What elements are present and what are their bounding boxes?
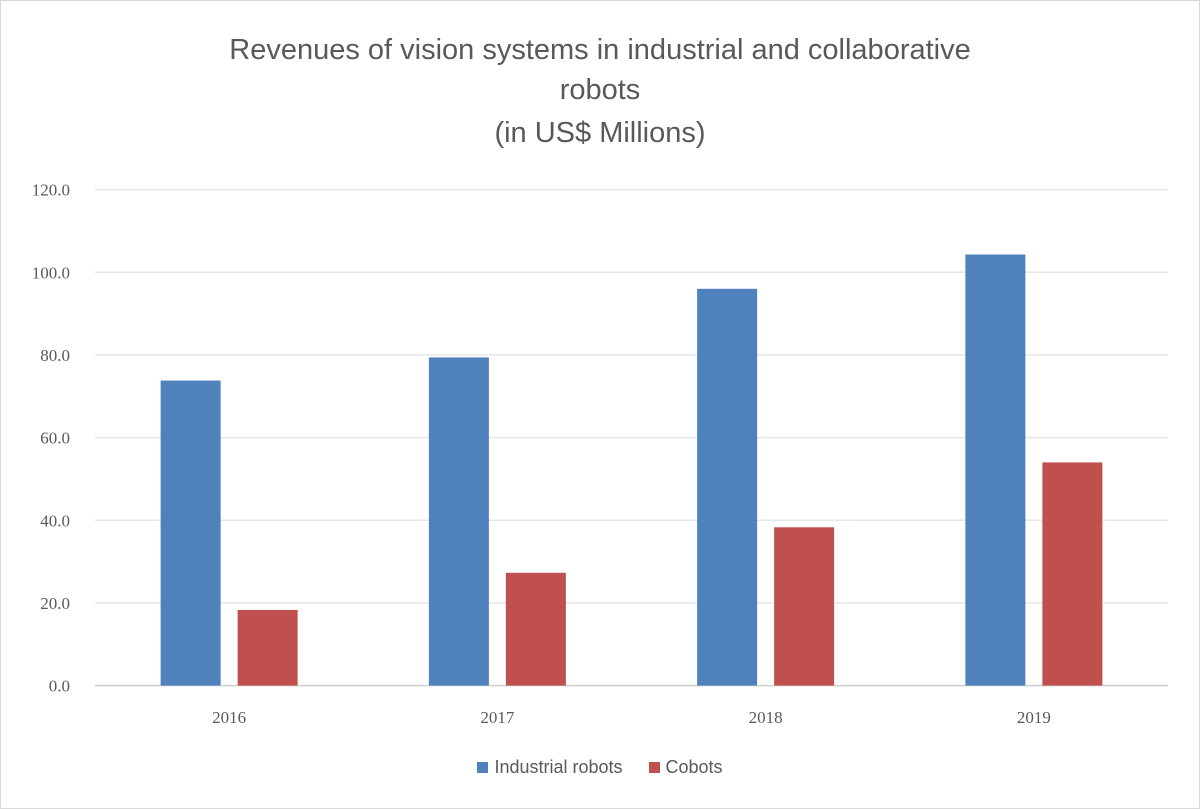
bar-cobots-2017 — [505, 572, 566, 686]
x-tick-label: 2018 — [749, 708, 783, 727]
x-tick-label: 2017 — [480, 708, 515, 727]
bar-cobots-2016 — [237, 609, 298, 686]
legend-item-cobots: Cobots — [648, 757, 723, 778]
y-tick-label: 40.0 — [40, 511, 70, 530]
x-tick-label: 2019 — [1017, 708, 1051, 727]
chart-title-line-3: (in US$ Millions) — [494, 117, 706, 149]
legend-label-cobots: Cobots — [665, 757, 723, 777]
x-tick-label: 2016 — [212, 708, 246, 727]
y-tick-label: 0.0 — [49, 677, 70, 696]
bar-industrial-robots-2017 — [428, 357, 489, 686]
bar-cobots-2019 — [1042, 462, 1103, 686]
y-tick-label: 120.0 — [32, 181, 70, 200]
legend-swatch-industrial — [477, 762, 489, 773]
y-tick-label: 60.0 — [40, 429, 70, 448]
chart-title-line-1: Revenues of vision systems in industrial… — [229, 34, 971, 66]
y-tick-label: 100.0 — [32, 263, 70, 282]
legend-label-industrial: Industrial robots — [494, 757, 623, 777]
y-tick-label: 80.0 — [40, 346, 70, 365]
bar-industrial-robots-2018 — [697, 288, 758, 686]
legend: Industrial robots Cobots — [0, 757, 1200, 778]
legend-item-industrial: Industrial robots — [477, 757, 623, 778]
y-tick-label: 20.0 — [40, 594, 70, 613]
chart-title-line-2: robots — [559, 74, 641, 106]
bar-industrial-robots-2016 — [160, 380, 221, 686]
bar-industrial-robots-2019 — [965, 254, 1026, 686]
bar-cobots-2018 — [774, 527, 835, 686]
legend-swatch-cobots — [648, 762, 660, 773]
